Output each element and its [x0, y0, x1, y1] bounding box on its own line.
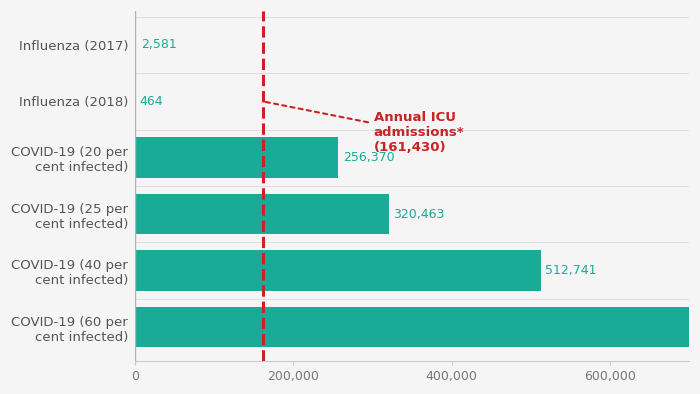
- Bar: [135, 307, 700, 348]
- Text: 320,463: 320,463: [393, 208, 444, 221]
- Text: 2,581: 2,581: [141, 39, 177, 52]
- Text: 256,370: 256,370: [342, 151, 394, 164]
- Bar: [135, 194, 388, 234]
- Text: 464: 464: [139, 95, 163, 108]
- Text: 512,741: 512,741: [545, 264, 597, 277]
- Text: Annual ICU
admissions*
(161,430): Annual ICU admissions* (161,430): [265, 102, 464, 154]
- Bar: [135, 250, 540, 291]
- Bar: [135, 138, 338, 178]
